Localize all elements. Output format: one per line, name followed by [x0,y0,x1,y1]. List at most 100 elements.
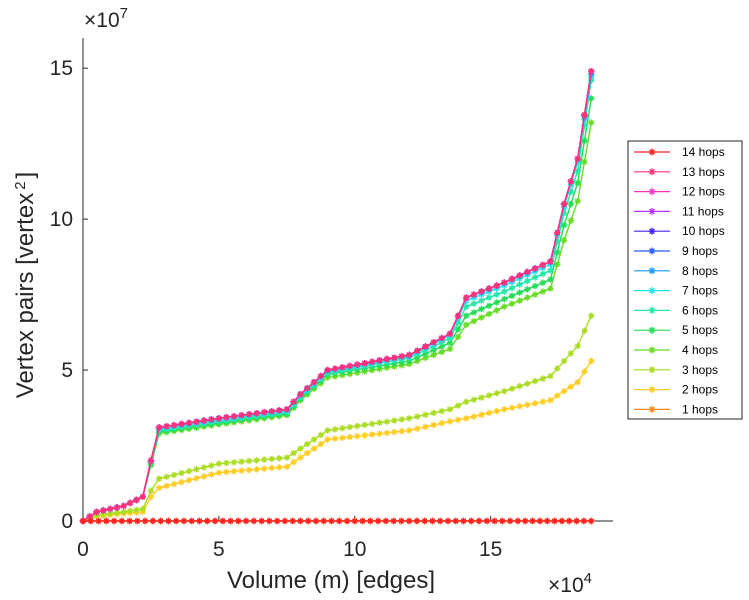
series-marker [516,272,523,279]
legend-marker [648,386,656,394]
legend-item: 4 hops [634,343,718,357]
legend-label: 4 hops [682,343,718,357]
series-marker [446,339,454,347]
series-marker [155,475,163,482]
legend-label: 8 hops [682,264,718,278]
series-marker [554,392,561,399]
series-marker [238,458,245,465]
series-marker [567,200,575,208]
series-marker [208,471,215,478]
series-marker [383,418,391,425]
series-marker [547,372,554,380]
legend-marker [648,188,656,196]
legend-label: 14 hops [682,145,725,159]
legend-label: 2 hops [682,383,718,397]
series-marker [454,333,462,341]
series-line [82,77,592,522]
series-marker [574,378,581,386]
series-marker [310,378,318,386]
series-marker [516,289,523,296]
series-marker [133,506,140,514]
series-marker [268,455,275,463]
series-marker [361,360,368,367]
series-marker [120,508,127,516]
series-marker [374,517,382,525]
legend-label: 10 hops [682,224,725,238]
series-marker [126,507,134,515]
series-marker [516,403,523,410]
x-tick-label: 0 [77,538,89,561]
legend-marker [648,405,656,413]
series-marker [253,466,260,473]
legend-item: 9 hops [634,244,718,258]
series-marker [560,221,568,229]
series-marker [508,284,516,292]
series-marker [260,456,268,463]
series-marker [336,517,343,525]
series-marker [163,482,170,490]
series-marker [317,440,325,448]
series-marker [560,237,568,244]
series-marker [391,354,398,361]
series-marker [245,466,253,474]
series-marker [430,346,437,354]
series-marker [223,459,230,467]
series-marker [508,385,516,392]
series-marker [170,471,178,479]
series-14-hops [79,517,595,525]
series-marker [493,282,500,289]
series-marker [405,351,413,359]
series-marker [430,339,437,346]
series-marker [478,297,485,304]
series-marker [554,249,561,256]
series-marker [501,279,508,286]
series-marker [588,119,595,126]
series-line [82,74,592,522]
series-marker [110,517,118,525]
series-marker [588,95,595,102]
series-marker [242,517,250,525]
series-marker [223,468,230,476]
series-marker [422,350,429,357]
legend-marker [648,148,656,156]
series-marker [268,408,275,415]
series-marker [185,477,193,484]
series-marker [475,517,483,525]
series-marker [331,435,339,442]
series-marker [368,420,376,428]
series-marker [429,517,436,525]
legend-item: 11 hops [634,204,724,218]
series-marker [588,68,595,75]
series-marker [478,314,485,321]
series-marker [361,421,368,429]
series-marker [328,517,335,525]
series-marker [126,517,133,525]
legend-label: 12 hops [682,185,725,199]
series-marker [230,468,238,475]
series-marker [359,517,366,525]
series-marker [227,517,234,525]
series-marker [172,517,180,525]
series-marker [581,327,588,335]
series-marker [346,433,354,441]
series-marker [422,411,429,418]
legend-label: 6 hops [682,303,718,317]
series-marker [588,357,595,365]
series-marker [283,454,291,461]
y-ticks: 0 5 10 15 [50,57,88,533]
series-marker [554,261,561,268]
series-marker [219,517,226,525]
series-marker [581,158,588,165]
series-marker [567,217,575,224]
series-marker [317,372,325,380]
series-marker [297,445,304,452]
series-marker [581,368,588,375]
series-marker [368,358,376,366]
series-marker [170,480,178,488]
series-marker [155,484,163,491]
series-marker [87,517,94,525]
series-marker [223,414,230,421]
series-marker [147,457,155,464]
series-marker [463,415,470,422]
series-marker [141,517,149,525]
